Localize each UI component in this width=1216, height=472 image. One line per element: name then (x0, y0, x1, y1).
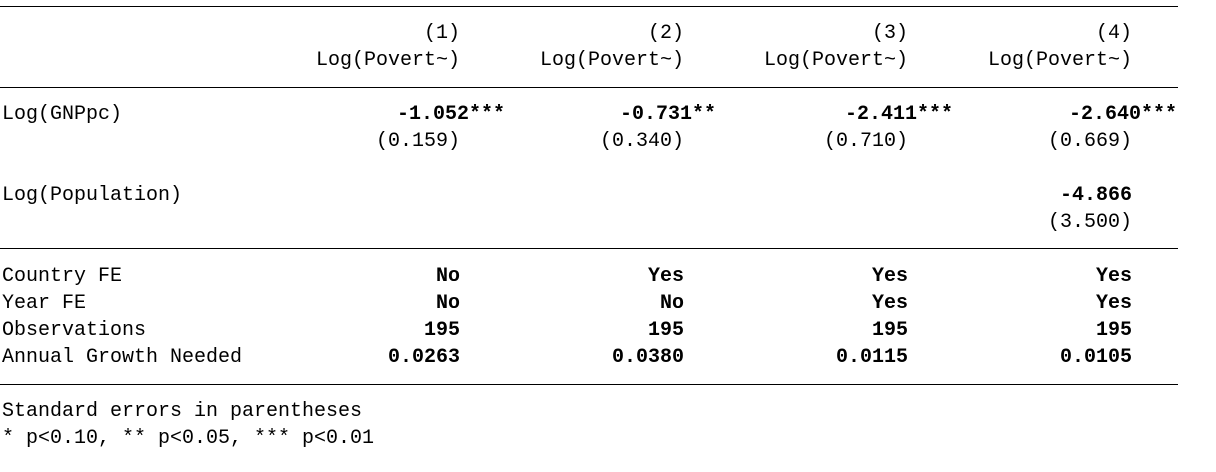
year-fe-1: No (435, 292, 460, 315)
country-fe-3: Yes (871, 265, 908, 288)
coef-gnppc-3: -2.411*** (844, 103, 953, 126)
observations-3: 195 (871, 319, 908, 342)
observations-4: 195 (1095, 319, 1132, 342)
year-fe-2: No (659, 292, 684, 315)
col-3-depvar: Log(Povert~) (763, 49, 908, 72)
growth-needed-4: 0.0105 (1059, 346, 1132, 369)
growth-needed-3: 0.0115 (835, 346, 908, 369)
note-significance: * p<0.10, ** p<0.05, *** p<0.01 (2, 427, 375, 450)
coef-gnppc-1: -1.052*** (396, 103, 505, 126)
row-label-growth-needed: Annual Growth Needed (2, 346, 243, 369)
header-rule (0, 87, 1178, 88)
observations-1: 195 (423, 319, 460, 342)
col-2-number: (2) (647, 22, 684, 45)
observations-2: 195 (647, 319, 684, 342)
country-fe-1: No (435, 265, 460, 288)
se-gnppc-3: (0.710) (823, 130, 908, 153)
row-label-population: Log(Population) (2, 184, 183, 207)
row-label-year-fe: Year FE (2, 292, 87, 315)
col-4-number: (4) (1095, 22, 1132, 45)
year-fe-4: Yes (1095, 292, 1132, 315)
col-4-depvar: Log(Povert~) (987, 49, 1132, 72)
top-rule (0, 6, 1178, 7)
se-gnppc-2: (0.340) (599, 130, 684, 153)
year-fe-3: Yes (871, 292, 908, 315)
note-standard-errors: Standard errors in parentheses (2, 400, 363, 423)
se-gnppc-1: (0.159) (375, 130, 460, 153)
growth-needed-1: 0.0263 (387, 346, 460, 369)
col-1-depvar: Log(Povert~) (315, 49, 460, 72)
coef-gnppc-2: -0.731** (619, 103, 716, 126)
se-population-4: (3.500) (1047, 211, 1132, 234)
col-1-number: (1) (423, 22, 460, 45)
growth-needed-2: 0.0380 (611, 346, 684, 369)
se-gnppc-4: (0.669) (1047, 130, 1132, 153)
row-label-observations: Observations (2, 319, 147, 342)
bottom-rule (0, 384, 1178, 385)
col-3-number: (3) (871, 22, 908, 45)
row-label-country-fe: Country FE (2, 265, 123, 288)
coef-gnppc-4: -2.640*** (1068, 103, 1177, 126)
row-label-gnppc: Log(GNPpc) (2, 103, 123, 126)
col-2-depvar: Log(Povert~) (539, 49, 684, 72)
stats-rule (0, 248, 1178, 249)
country-fe-2: Yes (647, 265, 684, 288)
coef-population-4: -4.866 (1059, 184, 1132, 207)
country-fe-4: Yes (1095, 265, 1132, 288)
